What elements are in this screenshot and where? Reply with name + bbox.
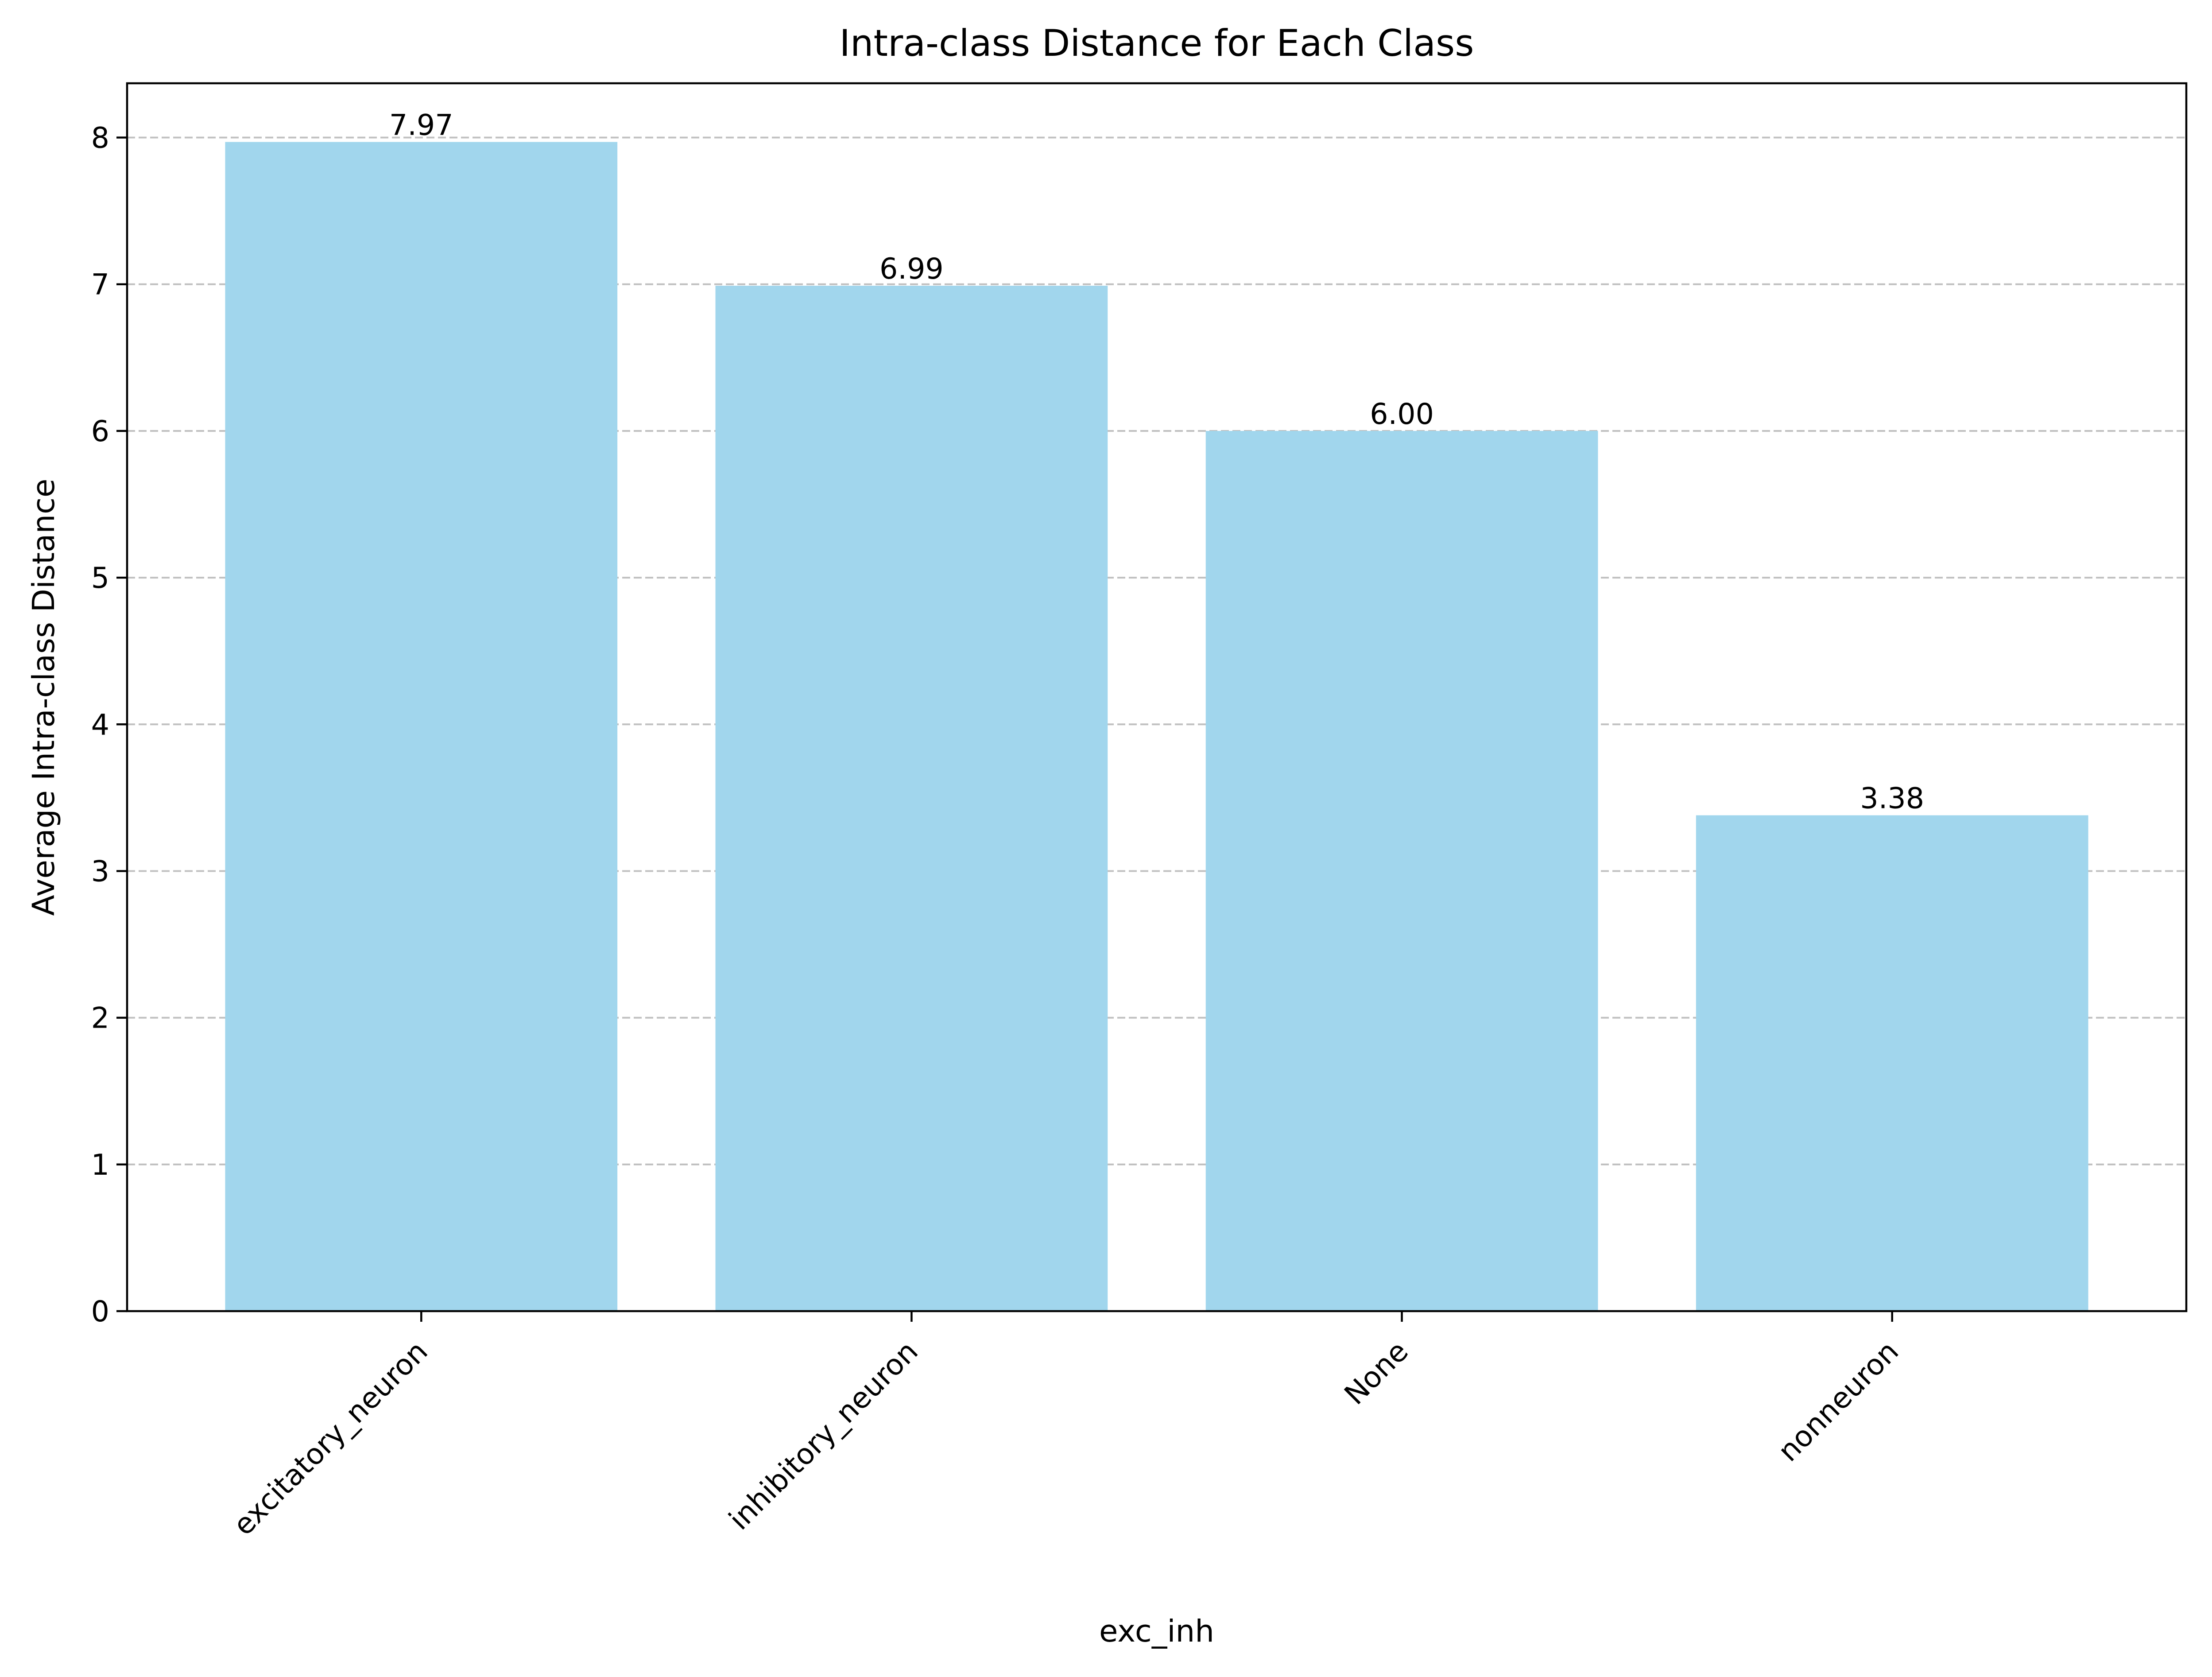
y-tick-label: 2	[91, 1002, 109, 1035]
y-tick-label: 0	[91, 1295, 109, 1328]
bar-value-label: 6.99	[879, 252, 944, 286]
x-axis-label: exc_inh	[1099, 1614, 1214, 1649]
y-tick-label: 8	[91, 122, 109, 155]
chart-title: Intra-class Distance for Each Class	[839, 22, 1474, 65]
y-axis-ticks: 0 1 2 3 4 5 6 7 8	[91, 122, 127, 1328]
y-tick-label: 1	[91, 1149, 109, 1182]
bar	[225, 142, 618, 1311]
bar	[715, 286, 1108, 1312]
value-labels: 7.97 6.99 6.00 3.38	[389, 109, 1924, 815]
plot-frame	[126, 82, 2188, 1312]
bar	[1696, 815, 2088, 1311]
bar-value-label: 7.97	[389, 109, 453, 142]
y-tick-label: 5	[91, 562, 109, 595]
y-tick-label: 4	[91, 708, 109, 741]
y-tick-label: 7	[91, 268, 109, 302]
bar-value-label: 3.38	[1860, 782, 1924, 815]
bars	[225, 142, 2088, 1312]
y-tick-label: 3	[91, 855, 109, 888]
y-tick-label: 6	[91, 415, 109, 448]
bar-value-label: 6.00	[1370, 398, 1434, 431]
y-axis-label: Average Intra-class Distance	[26, 479, 62, 916]
bar	[1205, 431, 1598, 1311]
